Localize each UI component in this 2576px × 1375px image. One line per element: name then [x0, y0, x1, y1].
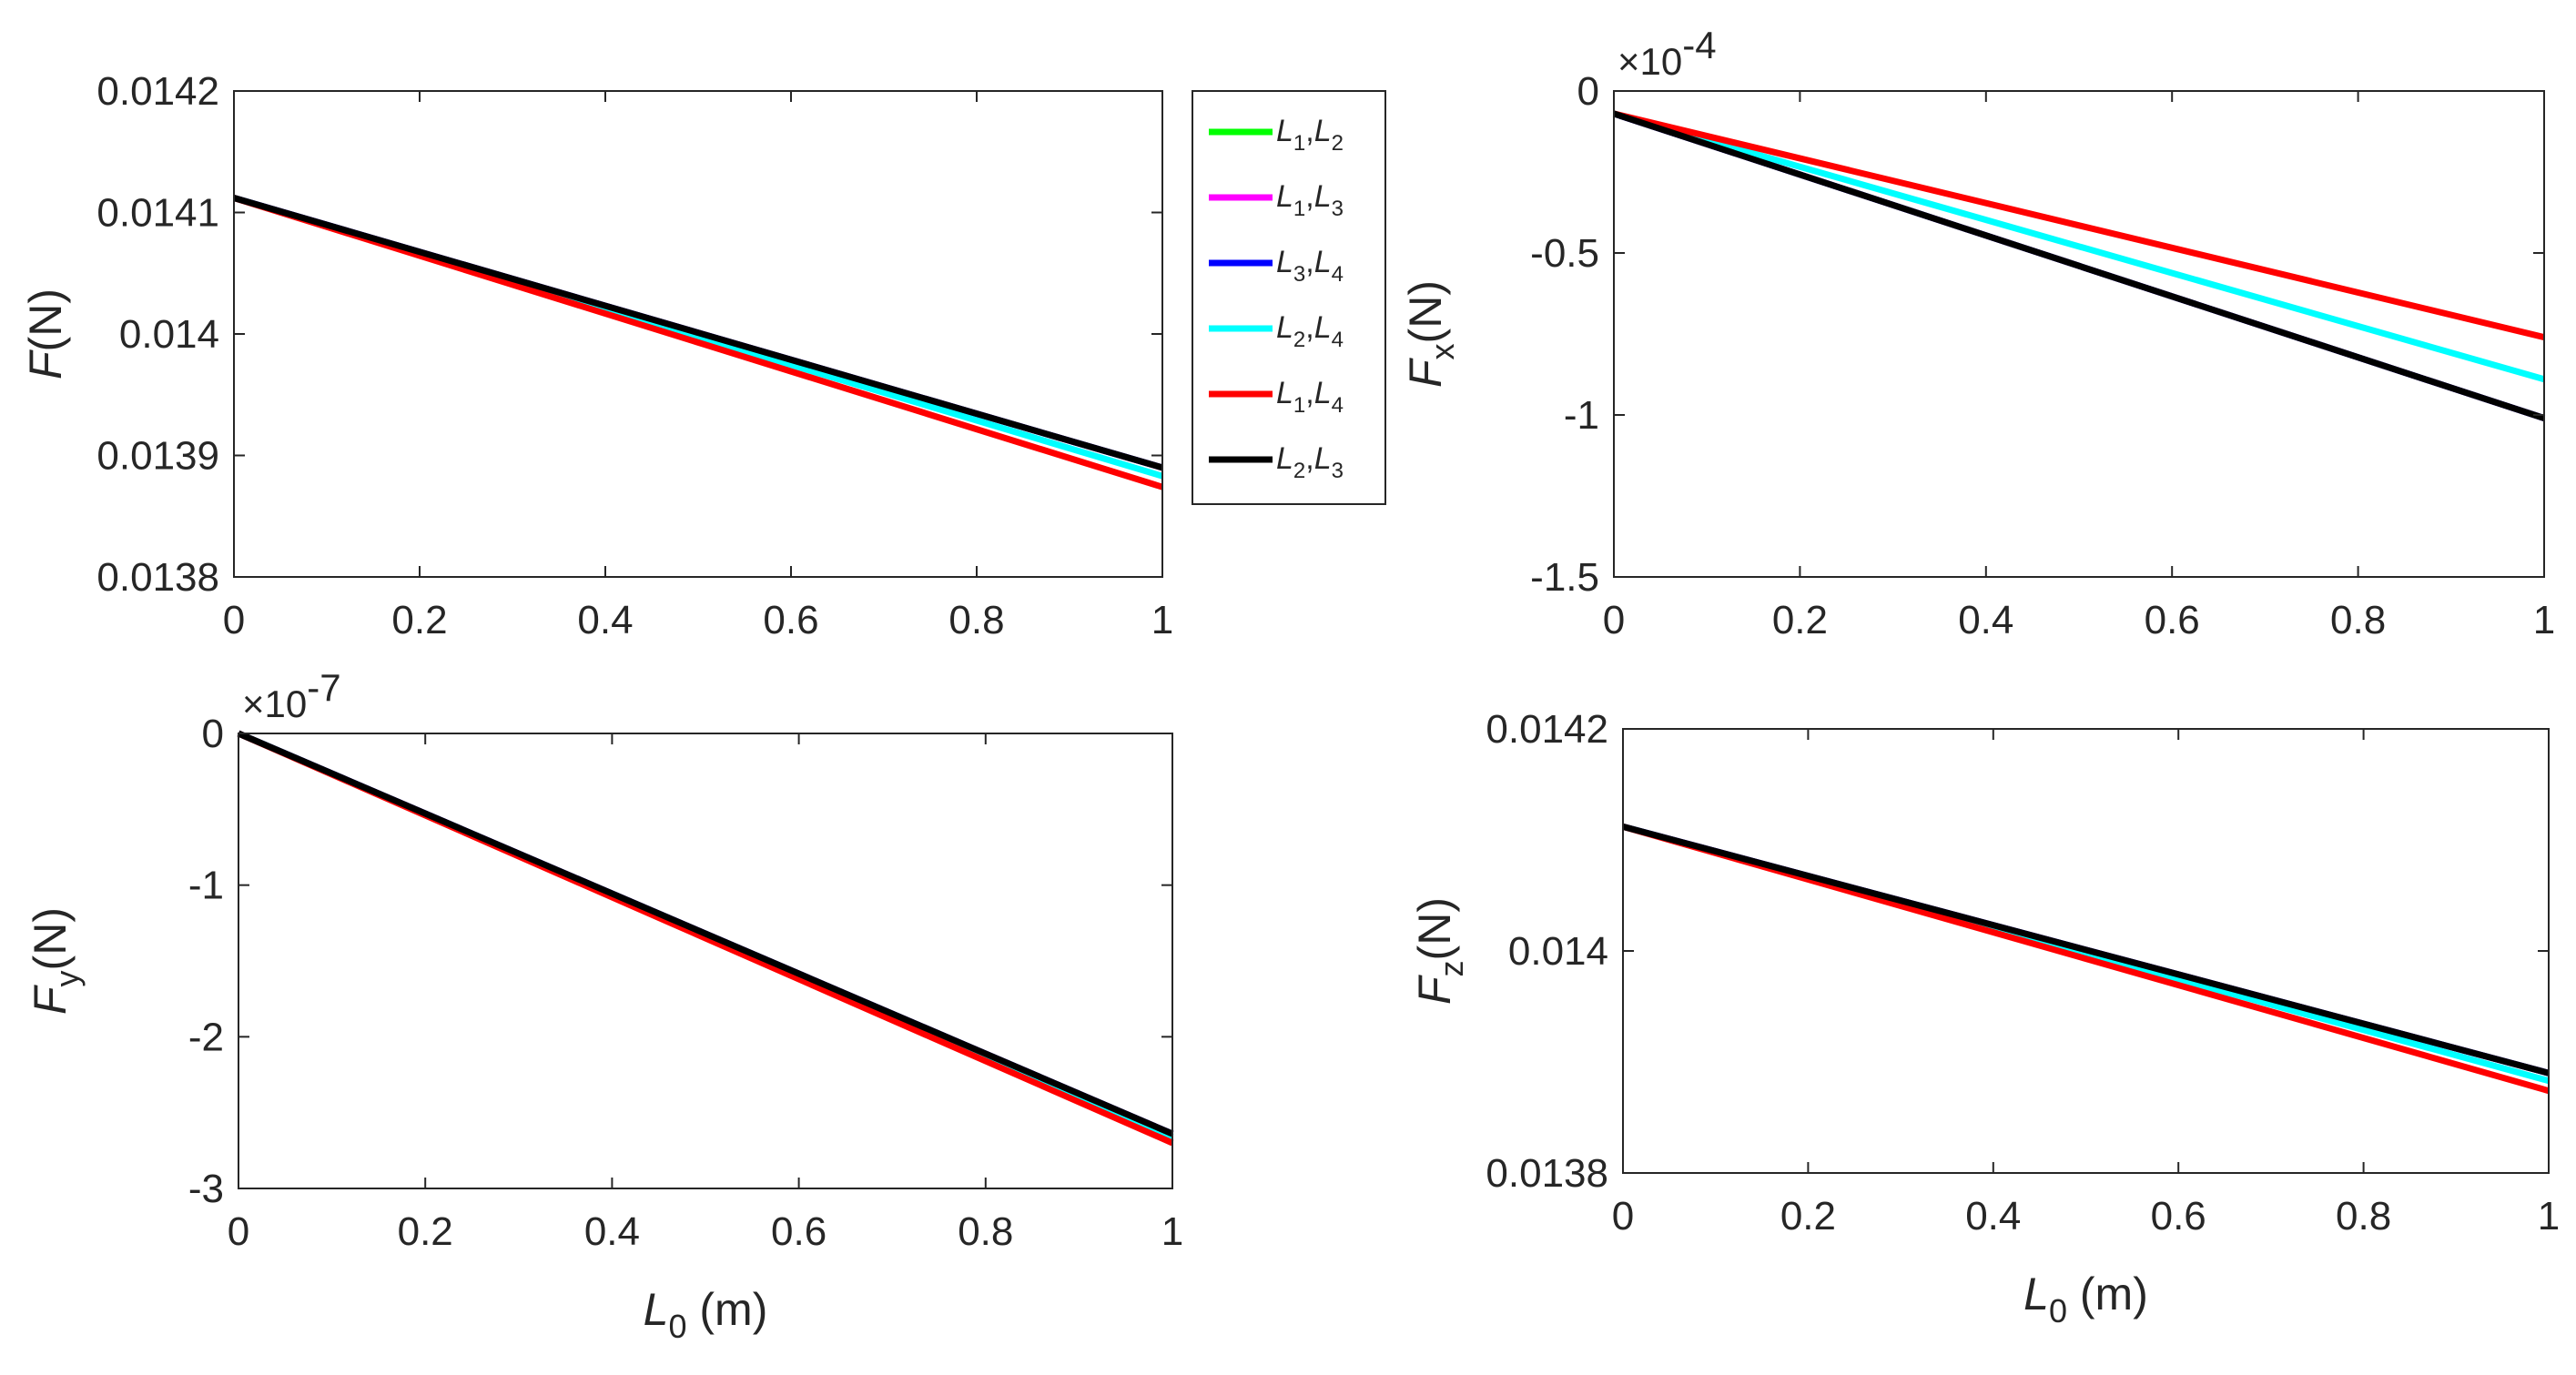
x-tick-label: 0.4 [1958, 598, 2013, 642]
y-tick-label: -1 [188, 864, 224, 908]
x-tick-label: 0.6 [763, 598, 818, 642]
y-tick-label: 0 [1577, 69, 1599, 114]
x-tick-label: 0.8 [2336, 1194, 2391, 1239]
x-tick-label: 0.2 [1780, 1194, 1836, 1239]
legend-entry-2: L3,L4 [1276, 245, 1344, 287]
x-tick-label: 0.4 [584, 1209, 640, 1254]
series-line-Fx-5 [1612, 110, 2546, 421]
legend-entry-4: L1,L4 [1276, 376, 1344, 418]
x-tick-label: 0.8 [2330, 598, 2386, 642]
x-tick-label: 0 [223, 598, 245, 642]
y-tick-label: -1.5 [1530, 555, 1599, 600]
panel-Fy: 0 0.2 0.4 0.6 0.8 1 -3 -2 -1 0 ×10-7 Fy(N) L0 (m) [25, 666, 1183, 1345]
plot-area-Fy [238, 733, 1172, 1188]
x-tick-label: 0.2 [391, 598, 447, 642]
x-tick-label: 0.6 [771, 1209, 827, 1254]
y-tick-label: 0.0138 [1486, 1151, 1608, 1196]
y-tick-label: 0 [202, 712, 224, 756]
y-exponent-label: ×10-4 [1618, 24, 1717, 83]
legend-entry-3: L2,L4 [1276, 310, 1344, 352]
y-tick-label: -2 [188, 1015, 224, 1059]
x-tick-label: 0 [1603, 598, 1625, 642]
y-axis-label-Fx: Fx(N) [1400, 280, 1461, 388]
panel-Fz: 0 0.2 0.4 0.6 0.8 1 0.0138 0.014 0.0142 Fz(N) L0 (… [1409, 707, 2560, 1330]
series-line-Fy-5 [237, 730, 1174, 1137]
x-tick-label: 0.4 [577, 598, 633, 642]
x-tick-label: 1 [1151, 598, 1173, 642]
legend: L1,L2 L1,L3 L3,L4 L2,L4 L1,L4 L2,L3 [1192, 90, 1386, 505]
axes-frame-Fx [1613, 90, 2545, 578]
x-tick-label: 1 [1161, 1209, 1183, 1254]
series-line-F-5 [233, 195, 1163, 471]
y-tick-label: 0.0142 [96, 69, 219, 114]
x-tick-label: 1 [2533, 598, 2555, 642]
x-tick-label: 0.2 [1772, 598, 1828, 642]
y-tick-label: 0.014 [1508, 929, 1608, 974]
y-tick-label: 0.0142 [1486, 707, 1608, 752]
y-tick-label: 0.0141 [96, 191, 219, 236]
y-exponent-label: ×10-7 [242, 666, 341, 725]
legend-entry-0: L1,L2 [1276, 114, 1344, 156]
x-tick-label: 0.6 [2151, 1194, 2206, 1239]
y-tick-label: -1 [1564, 393, 1599, 438]
x-tick-label: 1 [2538, 1194, 2560, 1239]
y-tick-label: 0.0138 [96, 555, 219, 600]
y-axis-label-F: F(N) [20, 288, 71, 379]
x-axis-label-Fy: L0 (m) [644, 1284, 768, 1345]
x-tick-label: 0.2 [398, 1209, 453, 1254]
panel-F: 0 0.2 0.4 0.6 0.8 1 0.0138 0.0139 0.014 0.0141 0.0… [20, 69, 1173, 642]
y-tick-label: -3 [188, 1167, 224, 1211]
panel-Fx: 0 0.2 0.4 0.6 0.8 1 -1.5 -1 -0.5 0 ×10-4 Fx(N) [1400, 24, 2555, 642]
y-axis-label-Fy: Fy(N) [25, 907, 86, 1015]
legend-entry-1: L1,L3 [1276, 179, 1344, 221]
x-tick-label: 0 [228, 1209, 249, 1254]
y-tick-label: -0.5 [1530, 231, 1599, 276]
y-tick-label: 0.0139 [96, 434, 219, 479]
x-tick-label: 0 [1612, 1194, 1634, 1239]
x-tick-label: 0.6 [2145, 598, 2200, 642]
x-tick-label: 0.8 [958, 1209, 1013, 1254]
plot-area-Fx [1614, 91, 2544, 577]
legend-entry-5: L2,L3 [1276, 441, 1344, 483]
y-tick-label: 0.014 [119, 312, 219, 357]
y-axis-label-Fz: Fz(N) [1409, 897, 1470, 1005]
series-line-Fx-4 [1613, 110, 2545, 341]
x-axis-label-Fz: L0 (m) [2023, 1269, 2148, 1330]
series-line-Fz-5 [1622, 824, 2550, 1077]
legend-box [1192, 90, 1386, 505]
x-tick-label: 0.8 [948, 598, 1004, 642]
axes-frame-Fy [238, 733, 1173, 1189]
series-line-Fx-3 [1613, 110, 2545, 383]
x-tick-label: 0.4 [1965, 1194, 2021, 1239]
